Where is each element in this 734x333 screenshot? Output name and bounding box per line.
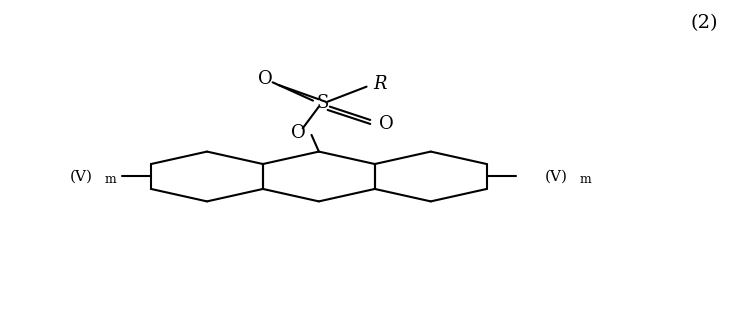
- Text: R: R: [373, 75, 387, 93]
- Text: m: m: [580, 172, 592, 186]
- Text: S: S: [316, 94, 329, 112]
- Text: (V): (V): [70, 169, 92, 183]
- Text: (2): (2): [691, 14, 719, 32]
- Text: O: O: [379, 115, 393, 133]
- Text: O: O: [291, 124, 305, 142]
- Text: O: O: [258, 70, 272, 88]
- Text: (V): (V): [545, 169, 568, 183]
- Text: m: m: [105, 172, 117, 186]
